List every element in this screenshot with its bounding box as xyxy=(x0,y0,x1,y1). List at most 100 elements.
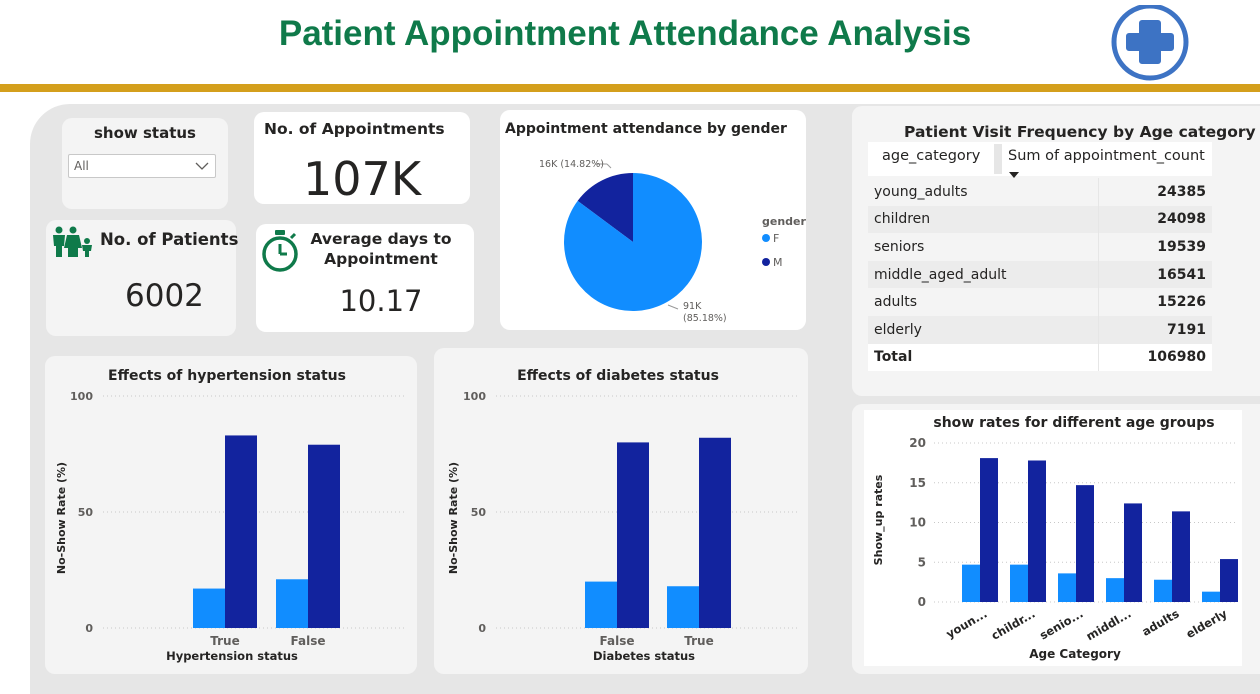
hypertension-x-axis-title: Hypertension status xyxy=(166,649,298,663)
x-tick-label: youn... xyxy=(944,606,990,641)
table-header: age_category Sum of appointment_count xyxy=(868,142,1212,178)
table-row[interactable]: adults 15226 xyxy=(868,288,1212,316)
appointment-count-cell: 19539 xyxy=(1098,233,1212,261)
total-value: 106980 xyxy=(1098,343,1212,372)
legend-marker-f xyxy=(762,234,770,242)
pie-slice-f[interactable] xyxy=(564,173,702,311)
age-show-rates-bar-chart: show rates for different age groups Show… xyxy=(872,415,1238,661)
table-row[interactable]: seniors 19539 xyxy=(868,233,1212,261)
bar[interactable] xyxy=(1076,485,1094,602)
bar[interactable] xyxy=(1172,511,1190,602)
total-label: Total xyxy=(868,343,1099,372)
patients-value: 6002 xyxy=(125,278,204,314)
age-table-title: Patient Visit Frequency by Age category xyxy=(904,123,1256,141)
x-tick-label: True xyxy=(210,634,239,648)
diabetes-chart-title: Effects of diabetes status xyxy=(517,368,719,384)
header-divider xyxy=(0,84,1260,92)
bar[interactable] xyxy=(617,442,649,628)
appointments-value: 107K xyxy=(303,152,421,206)
show-status-dropdown[interactable]: All xyxy=(68,154,216,178)
y-tick-label: 0 xyxy=(85,622,93,635)
bar[interactable] xyxy=(1028,460,1046,602)
y-tick-label: 20 xyxy=(909,436,926,450)
table-row[interactable]: children 24098 xyxy=(868,205,1212,234)
appointment-count-cell: 7191 xyxy=(1098,315,1212,344)
appointments-label: No. of Appointments xyxy=(264,120,445,138)
y-tick-label: 5 xyxy=(918,555,926,569)
bar[interactable] xyxy=(1106,578,1124,602)
x-tick-label: True xyxy=(684,634,713,648)
table-row[interactable]: elderly 7191 xyxy=(868,315,1212,344)
x-tick-label: adults xyxy=(1139,606,1181,638)
x-tick-label: middl... xyxy=(1084,606,1134,643)
bar[interactable] xyxy=(667,586,699,628)
appointments-kpi-card: No. of Appointments 107K xyxy=(254,112,470,206)
column-header-appointment-count[interactable]: Sum of appointment_count xyxy=(1008,148,1205,164)
avg-days-kpi-card: Average days to Appointment 10.17 xyxy=(256,224,474,332)
bar[interactable] xyxy=(980,458,998,602)
table-row[interactable]: middle_aged_adult 16541 xyxy=(868,260,1212,289)
age-frequency-table-card: Patient Visit Frequency by Age category … xyxy=(852,106,1260,396)
age-category-cell: children xyxy=(868,205,1099,234)
medical-cross-icon xyxy=(1108,3,1192,85)
bar[interactable] xyxy=(1220,559,1238,602)
sort-descending-icon xyxy=(1008,164,1020,183)
appointment-count-cell: 15226 xyxy=(1098,288,1212,316)
hypertension-chart-card: Effects of hypertension status No-Show R… xyxy=(45,356,417,674)
pie-label-f-value: 91K xyxy=(683,301,702,312)
table-row[interactable]: young_adults 24385 xyxy=(868,178,1212,206)
bar[interactable] xyxy=(699,437,731,628)
y-tick-label: 100 xyxy=(70,390,93,403)
bar[interactable] xyxy=(962,564,980,602)
column-header-age-category[interactable]: age_category xyxy=(882,148,981,164)
bar[interactable] xyxy=(585,581,617,628)
show-status-slicer: show status All xyxy=(62,118,228,209)
x-tick-label: elderly xyxy=(1184,606,1230,641)
bar[interactable] xyxy=(1202,591,1220,602)
legend-label-f: F xyxy=(773,232,779,245)
appointment-count-cell: 24098 xyxy=(1098,205,1212,234)
bar[interactable] xyxy=(1058,573,1076,602)
page-title: Patient Appointment Attendance Analysis xyxy=(278,14,972,53)
appointment-count-cell: 24385 xyxy=(1098,178,1212,206)
age-category-cell: young_adults xyxy=(874,183,968,200)
y-tick-label: 50 xyxy=(78,506,94,519)
age-x-axis-title: Age Category xyxy=(1029,647,1121,661)
diabetes-y-axis-title: No-Show Rate (%) xyxy=(447,462,460,574)
age-show-rates-card: show rates for different age groups Show… xyxy=(852,404,1260,674)
bar[interactable] xyxy=(1010,564,1028,602)
bar[interactable] xyxy=(193,588,225,628)
bar[interactable] xyxy=(1154,579,1172,602)
x-tick-label: False xyxy=(600,634,635,648)
header-bar: Patient Appointment Attendance Analysis xyxy=(0,0,1260,84)
y-tick-label: 100 xyxy=(463,390,486,403)
y-tick-label: 0 xyxy=(918,595,926,609)
legend-marker-m xyxy=(762,258,770,266)
y-tick-label: 50 xyxy=(471,506,487,519)
bar[interactable] xyxy=(276,579,308,628)
age-category-cell: adults xyxy=(874,294,918,311)
age-show-rates-panel: show rates for different age groups Show… xyxy=(864,410,1242,666)
table-total-row: Total 106980 xyxy=(868,343,1212,372)
bar[interactable] xyxy=(308,444,340,628)
family-icon xyxy=(49,226,95,262)
pie-slice-m[interactable] xyxy=(577,173,633,242)
gender-pie-chart: 16K (14.82%) 91K (85.18%) gender F M xyxy=(539,159,806,324)
legend-label-m: M xyxy=(773,256,783,269)
bar[interactable] xyxy=(225,435,257,628)
pie-label-m: 16K (14.82%) xyxy=(539,159,604,170)
chevron-down-icon xyxy=(195,156,209,180)
bar[interactable] xyxy=(1124,503,1142,602)
y-tick-label: 15 xyxy=(909,476,926,490)
x-tick-label: childr... xyxy=(989,606,1038,642)
avg-days-label-line1: Average days to xyxy=(310,230,452,248)
patients-kpi-card: No. of Patients 6002 xyxy=(46,220,239,336)
dropdown-value: All xyxy=(74,159,89,173)
avg-days-label-line2: Appointment xyxy=(324,250,438,268)
hypertension-chart-title: Effects of hypertension status xyxy=(108,368,346,384)
x-tick-label: senio... xyxy=(1037,606,1085,642)
age-category-cell: middle_aged_adult xyxy=(868,260,1099,289)
hypertension-y-axis-title: No-Show Rate (%) xyxy=(55,462,68,574)
patients-label: No. of Patients xyxy=(100,230,239,249)
hypertension-bar-chart: Effects of hypertension status No-Show R… xyxy=(55,368,407,663)
